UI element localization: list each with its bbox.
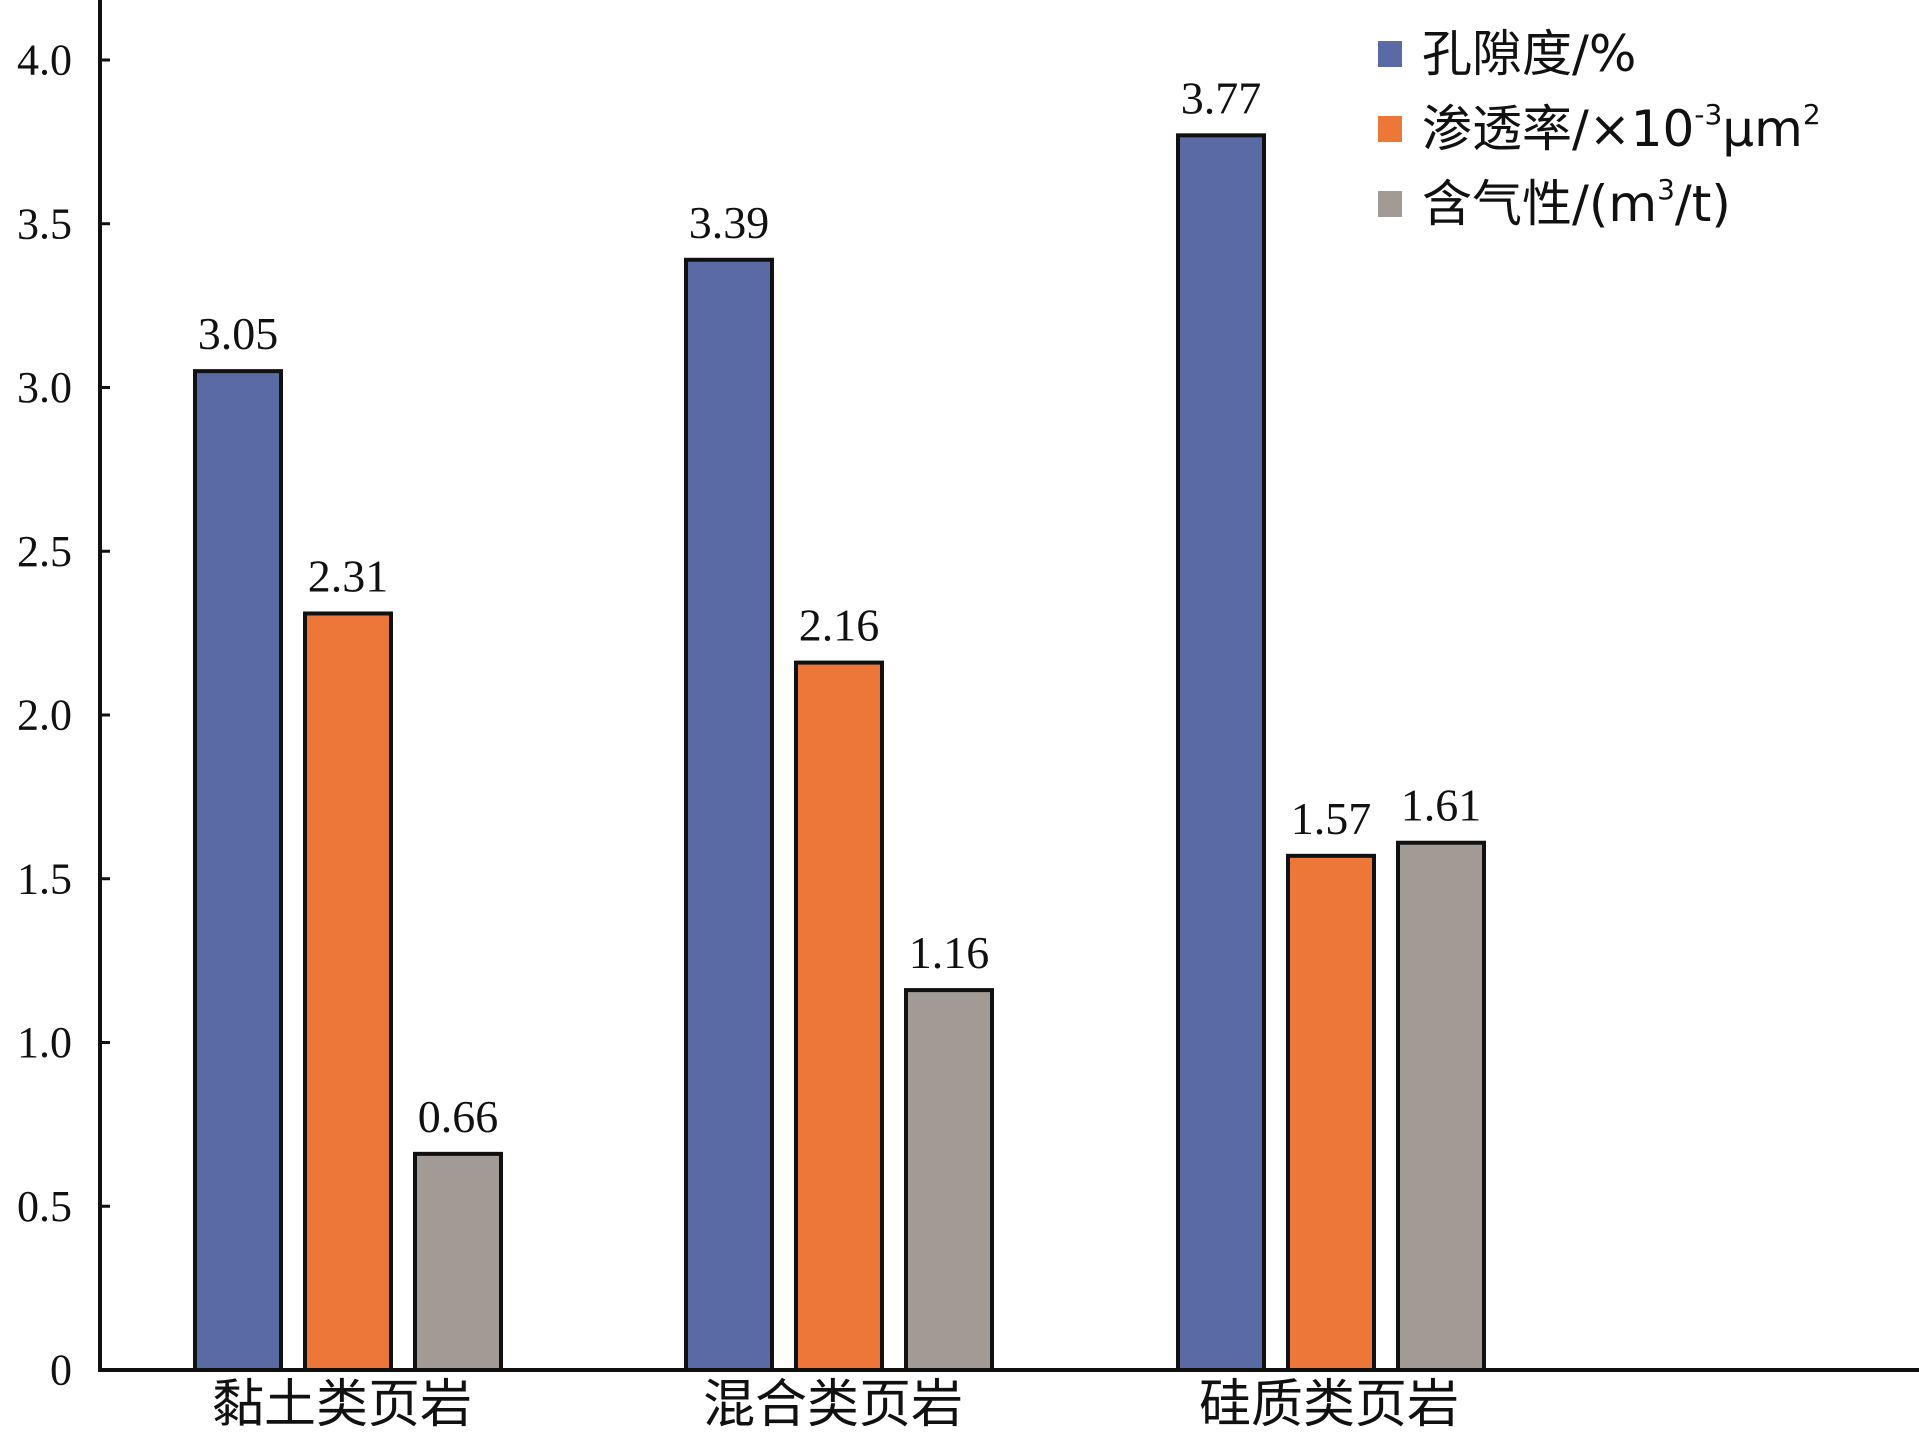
category-label: 黏土类页岩 — [212, 1375, 472, 1435]
bar-gas-content — [413, 1151, 503, 1372]
y-tick-label: 2.5 — [17, 527, 72, 576]
bar-porosity — [1176, 133, 1266, 1373]
bar-porosity — [193, 369, 283, 1372]
y-tick-label: 4.0 — [17, 36, 72, 85]
legend-swatch-porosity — [1378, 41, 1402, 67]
y-tick-label: 1.0 — [17, 1018, 72, 1067]
y-tick-label: 0 — [50, 1346, 72, 1395]
legend-label-permeability: 渗透率/×10-3μm2 — [1422, 98, 1821, 158]
legend: 孔隙度/% 渗透率/×10-3μm2 含气性/(m3/t) — [1378, 25, 1821, 233]
bar-gas-content — [1396, 840, 1486, 1372]
legend-superscript: 2 — [1803, 98, 1821, 131]
category-labels-group: 黏土类页岩 混合类页岩 硅质类页岩 — [212, 1375, 1459, 1435]
data-label-permeability: 2.31 — [308, 550, 389, 601]
bar-labels-group: 3.05 3.39 3.77 2.31 2.16 1.57 0.66 1.16 1.61 — [198, 72, 1482, 1142]
legend-label-porosity: 孔隙度/% — [1422, 25, 1636, 83]
legend-swatch-gas-content — [1378, 191, 1402, 217]
bar-porosity — [684, 257, 774, 1372]
data-label-porosity: 3.77 — [1181, 72, 1262, 123]
y-tick-label: 3.0 — [17, 363, 72, 412]
axes-group — [98, 0, 1919, 1372]
bars-group — [193, 133, 1486, 1373]
data-label-gas-content: 1.16 — [909, 927, 990, 978]
y-tick-label: 2.0 — [17, 691, 72, 740]
y-tick-label: 3.5 — [17, 199, 72, 248]
legend-text-part: μm — [1722, 100, 1803, 158]
data-label-porosity: 3.39 — [689, 197, 770, 248]
legend-label-gas-content: 含气性/(m3/t) — [1422, 173, 1731, 233]
legend-text-part: 孔隙度/% — [1422, 25, 1636, 83]
bar-permeability — [1286, 853, 1376, 1372]
legend-superscript: 3 — [1657, 173, 1675, 206]
category-label: 混合类页岩 — [703, 1375, 963, 1435]
bar-permeability — [794, 660, 884, 1372]
data-label-permeability: 2.16 — [799, 600, 880, 651]
legend-superscript: -3 — [1694, 98, 1722, 131]
legend-text-part: /t) — [1675, 175, 1731, 233]
data-label-porosity: 3.05 — [198, 308, 279, 359]
y-tick-label: 0.5 — [17, 1182, 72, 1231]
legend-swatch-permeability — [1378, 116, 1402, 142]
data-label-gas-content: 0.66 — [418, 1091, 499, 1142]
category-label: 硅质类页岩 — [1199, 1375, 1459, 1435]
legend-text-part: 渗透率/×10 — [1422, 100, 1694, 158]
data-label-permeability: 1.57 — [1291, 793, 1372, 844]
bar-permeability — [303, 611, 393, 1372]
data-label-gas-content: 1.61 — [1401, 780, 1482, 831]
y-tick-label: 1.5 — [17, 854, 72, 903]
y-ticks-group: 0 0.5 1.0 1.5 2.0 2.5 3.0 3.5 4.0 — [17, 36, 110, 1395]
legend-text-part: 含气性/(m — [1422, 175, 1657, 233]
bar-gas-content — [904, 988, 994, 1372]
